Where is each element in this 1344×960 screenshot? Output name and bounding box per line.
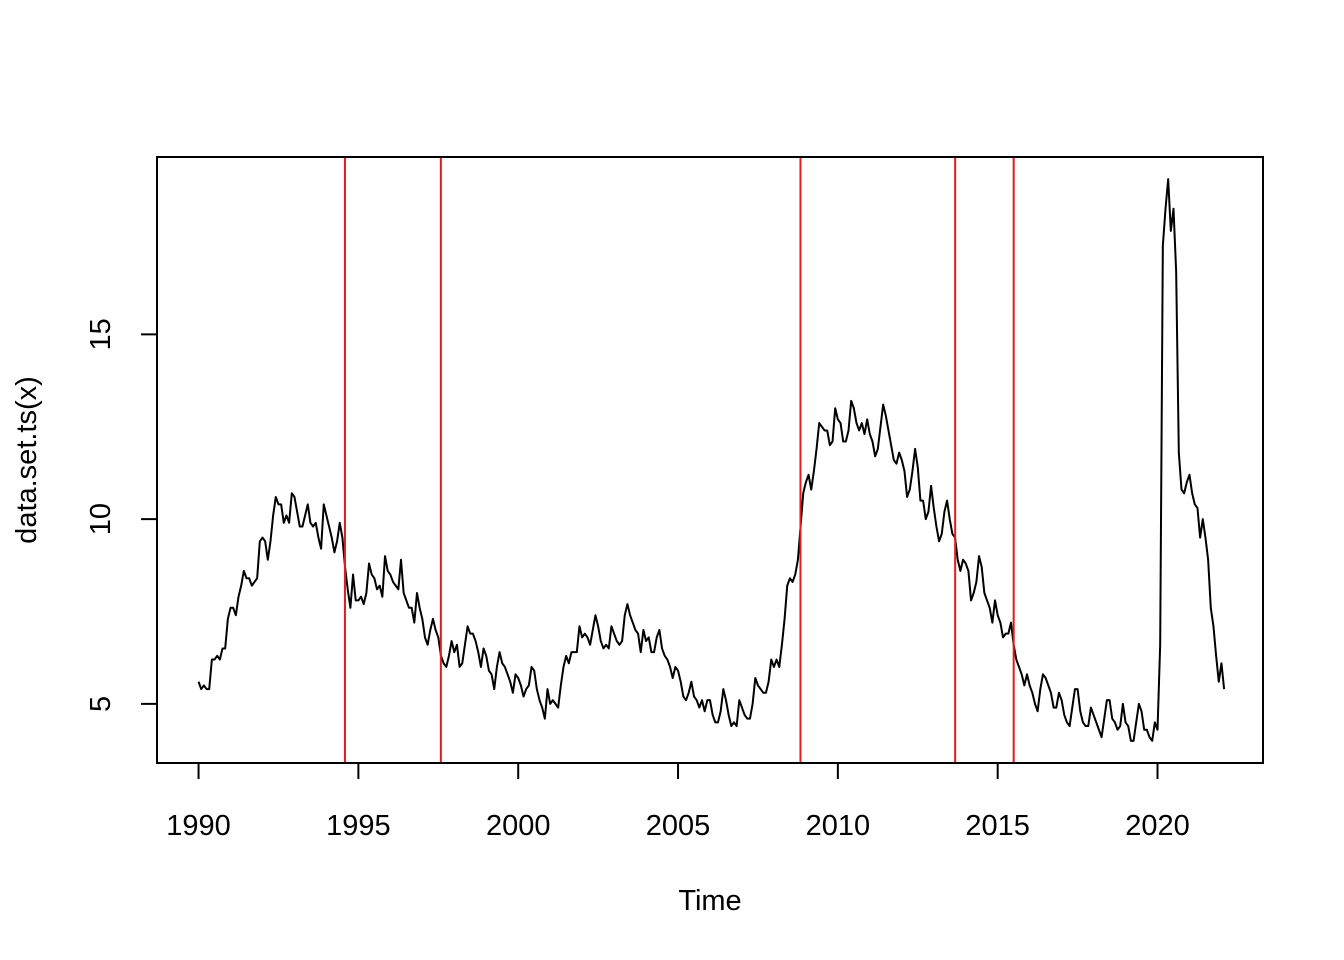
y-axis-title: data.set.ts(x) <box>11 376 43 544</box>
y-tick-label: 10 <box>85 503 117 535</box>
series-line-0 <box>197 178 1226 742</box>
x-tick-label: 2020 <box>1125 810 1190 842</box>
y-axis: 5 10 15 <box>85 318 158 712</box>
x-tick-label: 2005 <box>646 810 711 842</box>
y-tick-label: 15 <box>85 318 117 350</box>
x-tick-label: 2000 <box>486 810 551 842</box>
y-tick-label: 5 <box>85 696 117 712</box>
x-axis-title: Time <box>678 885 741 917</box>
plot-area <box>197 157 1226 763</box>
x-tick-label: 1990 <box>166 810 231 842</box>
x-axis: 1990 1995 2000 2005 2010 2015 2020 <box>166 762 1190 842</box>
x-tick-label: 2010 <box>806 810 871 842</box>
x-tick-label: 2015 <box>965 810 1030 842</box>
x-tick-label: 1995 <box>326 810 391 842</box>
